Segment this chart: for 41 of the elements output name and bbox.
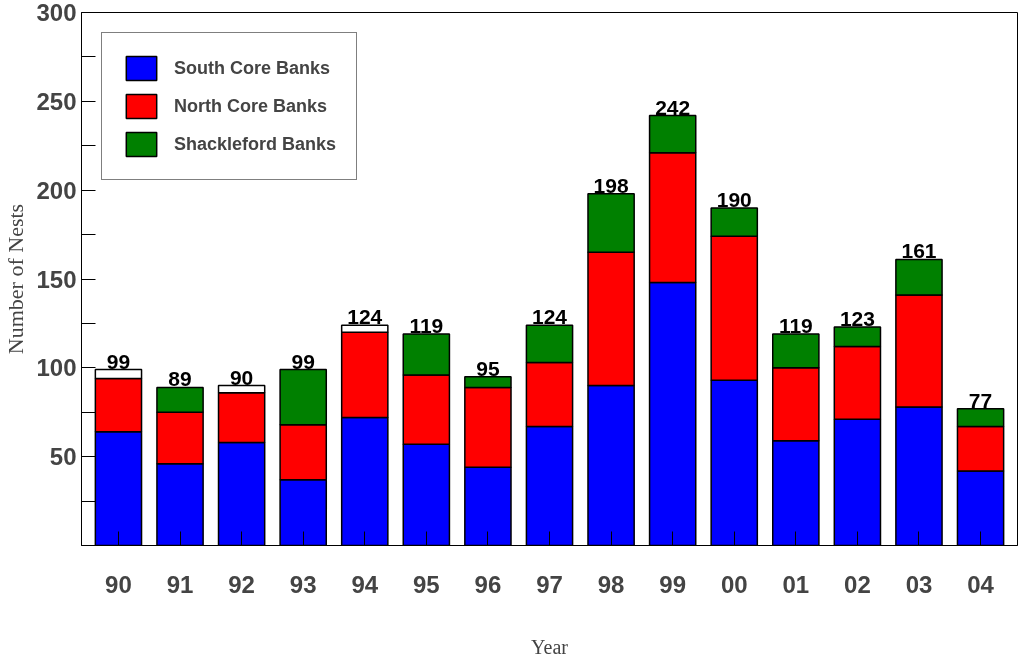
x-tick-label: 03: [905, 570, 933, 598]
total-label: 124: [531, 305, 568, 329]
x-tick-label: 99: [659, 570, 687, 598]
total-label: 119: [778, 314, 813, 338]
total-label: 124: [347, 305, 383, 329]
y-tick-label: 300: [36, 0, 77, 26]
legend-label: North Core Banks: [174, 95, 328, 117]
total-label: 190: [716, 187, 752, 211]
y-tick-label: 200: [36, 176, 77, 204]
total-label: 119: [409, 314, 444, 338]
legend-label: Shackleford Banks: [174, 133, 337, 155]
x-tick-label: 04: [967, 570, 995, 598]
x-axis-title: Year: [531, 635, 569, 658]
total-label: 95: [476, 356, 500, 380]
total-label: 90: [229, 365, 254, 389]
x-tick-label: 91: [166, 570, 194, 598]
y-axis-title: Number of Nests: [3, 203, 29, 355]
x-tick-label: 01: [782, 570, 810, 598]
x-tick-label: 97: [536, 570, 563, 598]
x-tick-label: 90: [105, 570, 132, 598]
y-tick-label: 250: [36, 87, 77, 115]
total-label: 242: [655, 95, 691, 119]
total-label: 99: [106, 349, 131, 373]
y-tick-label: 150: [36, 265, 77, 293]
legend-label: South Core Banks: [174, 57, 331, 79]
y-tick-label: 100: [36, 354, 77, 382]
x-tick-label: 02: [844, 570, 871, 598]
total-label: 123: [839, 306, 875, 330]
total-label: 89: [168, 367, 192, 391]
x-tick-label: 93: [289, 570, 317, 598]
x-tick-label: 94: [351, 570, 379, 598]
total-label: 198: [593, 173, 629, 197]
x-tick-label: 96: [474, 570, 502, 598]
x-tick-label: 00: [720, 570, 748, 598]
total-label: 77: [968, 388, 993, 412]
total-label: 161: [901, 239, 937, 263]
x-tick-label: 95: [412, 570, 440, 598]
y-tick-label: 50: [49, 443, 77, 471]
total-label: 99: [291, 349, 315, 373]
x-tick-label: 92: [228, 570, 255, 598]
x-tick-label: 98: [597, 570, 625, 598]
